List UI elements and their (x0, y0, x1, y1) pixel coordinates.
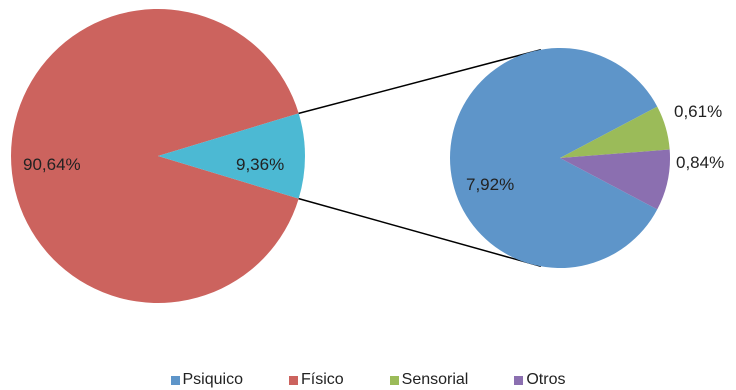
legend-swatch-psiquico (170, 375, 180, 385)
data-label-secondary: 9,36% (236, 155, 284, 174)
legend-swatch-sensorial (389, 375, 399, 385)
pie-slice-secondary (158, 113, 306, 199)
legend: Psiquico Físico Sensorial Otros (0, 370, 736, 390)
connector-bottom (298, 197, 542, 268)
data-label-fisico: 90,64% (23, 155, 81, 174)
legend-item-otros: Otros (514, 370, 565, 390)
pie-slice-fisico (11, 8, 299, 303)
data-label-sensorial: 0,61% (674, 102, 722, 121)
legend-swatch-otros (514, 375, 524, 385)
legend-label-otros: Otros (526, 371, 566, 388)
secondary-pie (449, 47, 670, 268)
data-labels: 90,64% 9,36% 7,92% 0,61% 0,84% (23, 102, 724, 194)
pie-slice-psiquico (449, 47, 658, 268)
connector-top (298, 48, 542, 115)
pie-slice-sensorial (560, 106, 670, 158)
main-pie (11, 8, 306, 303)
data-label-psiquico: 7,92% (466, 175, 514, 194)
legend-item-sensorial: Sensorial (389, 370, 469, 390)
data-label-otros: 0,84% (676, 153, 724, 172)
pie-slice-otros (560, 149, 670, 210)
legend-swatch-fisico (288, 375, 298, 385)
legend-item-fisico: Físico (288, 370, 344, 390)
legend-label-psiquico: Psiquico (182, 371, 243, 388)
pie-of-pie-chart: 90,64% 9,36% 7,92% 0,61% 0,84% (11, 8, 724, 303)
legend-label-fisico: Físico (300, 371, 344, 388)
legend-item-psiquico: Psiquico (170, 370, 243, 390)
connector-lines (298, 48, 542, 268)
legend-label-sensorial: Sensorial (401, 371, 469, 388)
